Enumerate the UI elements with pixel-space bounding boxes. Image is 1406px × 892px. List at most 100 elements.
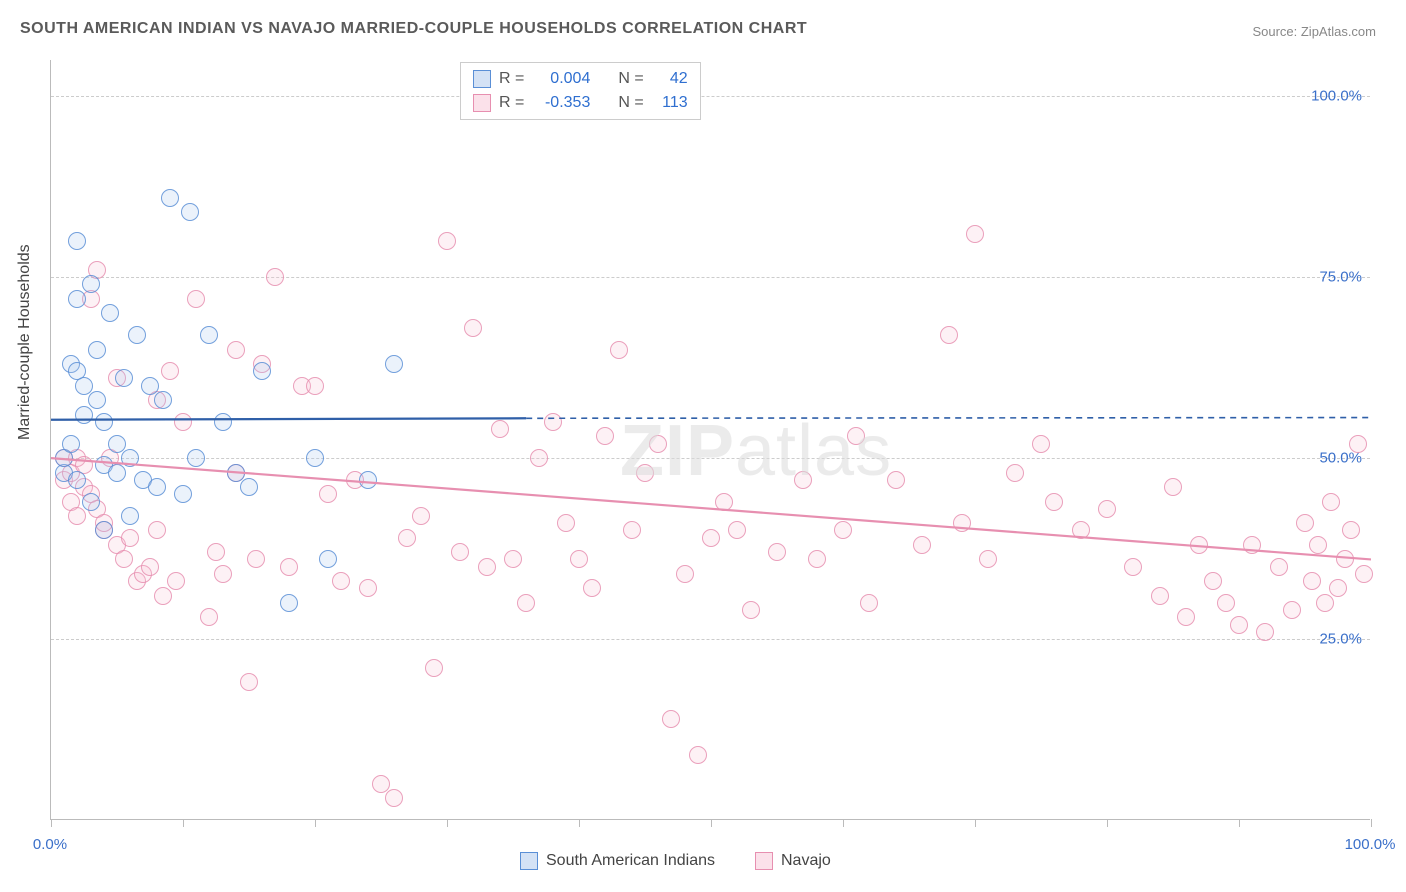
stats-row-sai: R =0.004N =42 — [473, 67, 688, 91]
data-point-sai — [141, 377, 159, 395]
x-tick-label-left: 0.0% — [33, 836, 67, 853]
chart-title: SOUTH AMERICAN INDIAN VS NAVAJO MARRIED-… — [20, 20, 807, 38]
data-point-sai — [75, 406, 93, 424]
data-point-navajo — [1329, 579, 1347, 597]
data-point-navajo — [1177, 608, 1195, 626]
data-point-navajo — [636, 464, 654, 482]
data-point-navajo — [319, 485, 337, 503]
data-point-navajo — [174, 413, 192, 431]
data-point-navajo — [649, 435, 667, 453]
data-point-sai — [181, 203, 199, 221]
data-point-navajo — [161, 362, 179, 380]
data-point-navajo — [200, 608, 218, 626]
source-link[interactable]: ZipAtlas.com — [1301, 24, 1376, 39]
stats-r-value: -0.353 — [532, 91, 590, 115]
trend-lines — [51, 60, 1371, 820]
chart-plot-area: 25.0%50.0%75.0%100.0% — [50, 60, 1370, 820]
data-point-navajo — [412, 507, 430, 525]
data-point-navajo — [596, 427, 614, 445]
data-point-sai — [108, 464, 126, 482]
data-point-navajo — [491, 420, 509, 438]
x-tick — [1239, 819, 1240, 827]
data-point-navajo — [167, 572, 185, 590]
data-point-sai — [148, 478, 166, 496]
data-point-sai — [319, 550, 337, 568]
data-point-sai — [385, 355, 403, 373]
data-point-navajo — [1309, 536, 1327, 554]
y-tick-label: 25.0% — [1319, 631, 1362, 648]
data-point-navajo — [1316, 594, 1334, 612]
data-point-navajo — [1190, 536, 1208, 554]
data-point-navajo — [570, 550, 588, 568]
data-point-sai — [121, 507, 139, 525]
x-tick — [975, 819, 976, 827]
data-point-navajo — [953, 514, 971, 532]
data-point-navajo — [148, 521, 166, 539]
data-point-navajo — [1006, 464, 1024, 482]
stats-swatch-navajo — [473, 94, 491, 112]
source-label: Source: — [1252, 24, 1300, 39]
data-point-sai — [82, 493, 100, 511]
data-point-navajo — [1355, 565, 1373, 583]
data-point-navajo — [247, 550, 265, 568]
legend-swatch-sai — [520, 852, 538, 870]
stats-row-navajo: R =-0.353N =113 — [473, 91, 688, 115]
data-point-navajo — [913, 536, 931, 554]
data-point-sai — [108, 435, 126, 453]
data-point-navajo — [808, 550, 826, 568]
x-tick — [1371, 819, 1372, 827]
data-point-navajo — [1204, 572, 1222, 590]
data-point-navajo — [610, 341, 628, 359]
stats-swatch-sai — [473, 70, 491, 88]
data-point-navajo — [1303, 572, 1321, 590]
stats-n-value: 42 — [652, 67, 688, 91]
stats-r-label: R = — [499, 91, 524, 115]
data-point-sai — [128, 326, 146, 344]
data-point-sai — [280, 594, 298, 612]
data-point-sai — [359, 471, 377, 489]
data-point-navajo — [979, 550, 997, 568]
data-point-navajo — [1322, 493, 1340, 511]
x-tick — [579, 819, 580, 827]
data-point-navajo — [834, 521, 852, 539]
correlation-stats-box: R =0.004N =42R =-0.353N =113 — [460, 62, 701, 120]
legend-label-navajo: Navajo — [781, 852, 831, 870]
data-point-navajo — [1098, 500, 1116, 518]
x-tick — [447, 819, 448, 827]
data-point-navajo — [676, 565, 694, 583]
x-tick — [51, 819, 52, 827]
data-point-navajo — [583, 579, 601, 597]
data-point-navajo — [544, 413, 562, 431]
data-point-navajo — [1243, 536, 1261, 554]
data-point-sai — [68, 471, 86, 489]
data-point-navajo — [385, 789, 403, 807]
data-point-sai — [68, 290, 86, 308]
y-axis-title: Married-couple Households — [16, 244, 34, 440]
data-point-navajo — [1072, 521, 1090, 539]
source-attribution: Source: ZipAtlas.com — [1252, 24, 1376, 39]
stats-n-label: N = — [618, 67, 643, 91]
data-point-sai — [306, 449, 324, 467]
data-point-navajo — [728, 521, 746, 539]
data-point-sai — [101, 304, 119, 322]
data-point-sai — [214, 413, 232, 431]
data-point-sai — [82, 275, 100, 293]
grid-line — [51, 458, 1370, 459]
data-point-navajo — [1336, 550, 1354, 568]
data-point-navajo — [398, 529, 416, 547]
data-point-navajo — [940, 326, 958, 344]
x-tick — [1107, 819, 1108, 827]
data-point-navajo — [240, 673, 258, 691]
data-point-navajo — [557, 514, 575, 532]
data-point-navajo — [702, 529, 720, 547]
data-point-navajo — [794, 471, 812, 489]
data-point-navajo — [306, 377, 324, 395]
data-point-navajo — [1342, 521, 1360, 539]
data-point-sai — [240, 478, 258, 496]
data-point-navajo — [68, 507, 86, 525]
data-point-sai — [88, 391, 106, 409]
x-tick-label-right: 100.0% — [1345, 836, 1396, 853]
data-point-navajo — [1164, 478, 1182, 496]
data-point-sai — [121, 449, 139, 467]
x-tick — [843, 819, 844, 827]
